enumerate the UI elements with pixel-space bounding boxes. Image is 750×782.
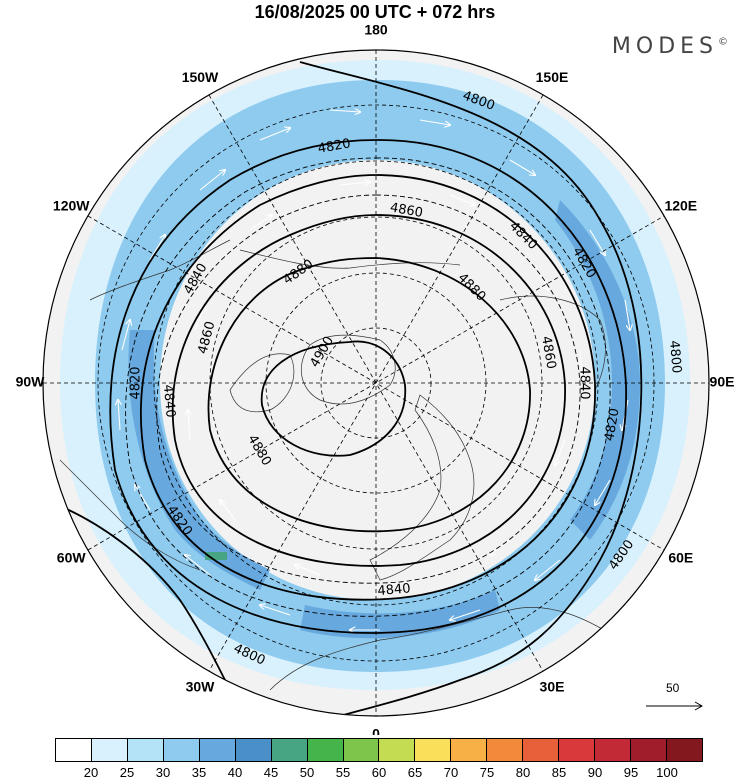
- contour-4840: [140, 174, 596, 601]
- map-boundary: [42, 49, 710, 717]
- colorbar-cell: [523, 739, 560, 761]
- coastlines: [59, 239, 621, 691]
- contour-label-text: 4820: [129, 366, 144, 399]
- contour-label-text: 4860: [389, 200, 424, 221]
- colorbar-label: 95: [623, 765, 639, 780]
- jet-core-west: [128, 330, 270, 590]
- colorbar-label: 75: [479, 765, 495, 780]
- colorbar-cell: [559, 739, 596, 761]
- longitude-label: 120E: [664, 198, 697, 214]
- contour-label: 4820: [317, 136, 352, 157]
- contour-label-text: 4820: [602, 407, 623, 442]
- colorbar-cell: [127, 739, 164, 761]
- contour-4900: [260, 340, 407, 457]
- contour-4820: [109, 139, 627, 634]
- contour-4860: [171, 214, 566, 567]
- colorbar-label: 90: [587, 765, 603, 780]
- longitude-labels: 180 150E 120E 90E 60E 30E 0 30W 60W 90W 120W 150W: [16, 22, 735, 735]
- colorbar-label: 45: [263, 765, 279, 780]
- contour-label: 4860: [538, 335, 559, 370]
- jet-core-south: [300, 590, 500, 639]
- map-title: 16/08/2025 00 UTC + 072 hrs: [254, 2, 496, 22]
- contour-label-text: 4840: [377, 581, 411, 599]
- colorbar-label: 50: [299, 765, 315, 780]
- jet-max-spot: [205, 552, 227, 560]
- contour-label: 4840: [160, 384, 178, 418]
- colorbar-label: 20: [83, 765, 99, 780]
- colorbar-label: 55: [335, 765, 351, 780]
- colorbar-label: 30: [155, 765, 171, 780]
- colorbar-label: 60: [371, 765, 387, 780]
- longitude-label: 120W: [53, 198, 90, 214]
- brand-mark: ©: [718, 36, 728, 48]
- colorbar-cell: [163, 739, 200, 761]
- colorbar-label: 25: [119, 765, 135, 780]
- colorbar-cell: [487, 739, 524, 761]
- contour-label-text: 4800: [666, 340, 684, 374]
- longitude-label: 60E: [668, 550, 693, 566]
- colorbar-cell: [666, 739, 702, 761]
- longitude-label: 30W: [186, 679, 216, 695]
- contour-label: 4860: [389, 200, 424, 221]
- contour-label-text: 4840: [577, 366, 592, 399]
- colorbar-label: 80: [515, 765, 531, 780]
- contour-4800-west: [44, 499, 231, 691]
- longitude-label: 30E: [540, 679, 565, 695]
- secondary-contours: [125, 157, 611, 617]
- colorbar-cell: [343, 739, 380, 761]
- brand-name: MODES: [611, 34, 718, 59]
- colorbar-label: 40: [227, 765, 243, 780]
- contour-label: 4820: [602, 407, 623, 442]
- longitude-label: 90W: [16, 374, 46, 390]
- colorbar-label: 100: [656, 765, 678, 780]
- brand-logo: MODES©: [612, 34, 728, 59]
- colorbar-label: 65: [407, 765, 423, 780]
- colorbar-cell: [56, 739, 92, 761]
- contour-label: 4840: [577, 366, 592, 399]
- colorbar-cell: [379, 739, 416, 761]
- reference-vector-label: 50: [666, 681, 680, 695]
- reference-vector: 50: [646, 681, 704, 711]
- colorbar-cell: [451, 739, 488, 761]
- colorbar: [55, 738, 703, 762]
- contour-4880: [207, 257, 531, 533]
- colorbar-cell: [271, 739, 308, 761]
- colorbar-cell: [91, 739, 128, 761]
- colorbar-cell: [595, 739, 631, 761]
- colorbar-label: 70: [443, 765, 459, 780]
- reference-arrowhead: [694, 701, 704, 711]
- longitude-label: 0: [372, 726, 380, 735]
- colorbar-label: 35: [191, 765, 207, 780]
- longitude-label: 60W: [57, 550, 87, 566]
- colorbar-cell: [415, 739, 452, 761]
- colorbar-cell: [307, 739, 344, 761]
- colorbar-cell: [631, 739, 667, 761]
- longitude-label: 90E: [710, 374, 735, 390]
- height-contours: [44, 61, 643, 716]
- contour-4800: [299, 61, 643, 716]
- colorbar-cell: [235, 739, 272, 761]
- contour-label: 4800: [666, 340, 684, 374]
- colorbar-labels: 20 25 30 35 40 45 50 55 60 65 70 75 80 85 90 95 100: [55, 765, 703, 781]
- colorbar-label: 85: [551, 765, 567, 780]
- colorbar-cell: [199, 739, 236, 761]
- longitude-label: 180: [364, 22, 388, 38]
- polar-map: 4800482048404860488049004840482048804860…: [16, 22, 735, 735]
- longitude-label: 150E: [536, 69, 569, 85]
- contour-label: 4820: [129, 366, 144, 399]
- contour-label-text: 4860: [538, 335, 559, 370]
- contour-label: 4840: [377, 581, 411, 599]
- longitude-label: 150W: [182, 69, 219, 85]
- contour-label-text: 4820: [317, 136, 352, 157]
- contour-label-text: 4840: [160, 384, 178, 418]
